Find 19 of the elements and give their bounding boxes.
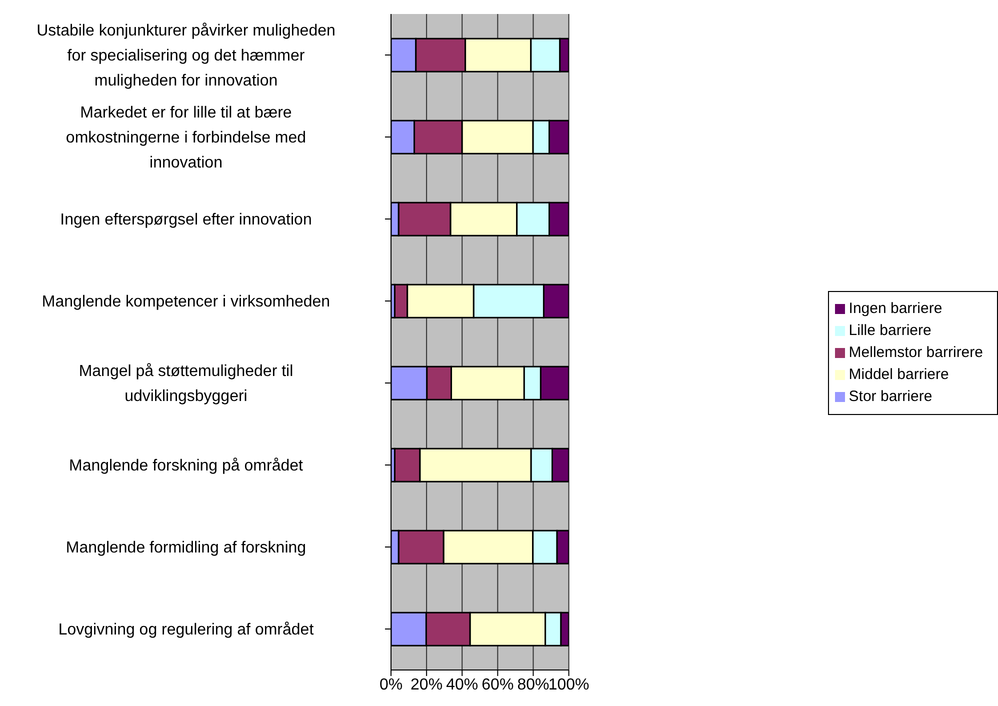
legend-label: Lille barriere (848, 322, 932, 339)
legend-label: Mellemstor barrirere (848, 344, 983, 361)
x-tick-label: 20% (410, 676, 443, 694)
y-tick-label: Lovgivning og regulering af området (58, 622, 314, 639)
x-tick-label: 100% (548, 676, 590, 694)
y-tick-label: Manglende kompetencer i virksomheden (42, 294, 330, 311)
x-tick-label: 60% (482, 676, 514, 694)
legend-label: Middel barriere (848, 366, 949, 383)
legend-label: Stor barriere (848, 388, 932, 405)
x-tick-label: 40% (446, 676, 478, 694)
x-tick-label: 0% (379, 676, 403, 694)
y-tick-label: Mangel på støttemuligheder til udviklingsbyggeri (78, 363, 294, 406)
y-tick-label: Ustabile konjunkturer påvirker muligheden for specialisering og det hæmmer muligheden for innovation (36, 22, 336, 90)
y-tick-label: Markedet er for lille til at bære omkostningerne i forbindelse med innovation (66, 104, 306, 172)
y-tick-label: Manglende forskning på området (69, 458, 304, 475)
y-tick-label: Ingen efterspørgsel efter innovation (60, 212, 312, 229)
y-tick-label: Manglende formidling af forskning (66, 540, 306, 557)
legend-label: Ingen barriere (848, 300, 942, 317)
x-tick-label: 80% (517, 676, 550, 694)
